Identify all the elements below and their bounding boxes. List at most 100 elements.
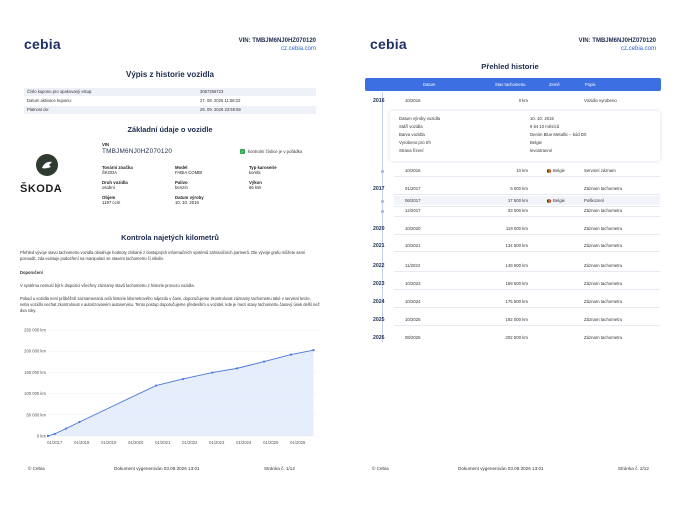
field-power-value: 66 kW bbox=[249, 185, 262, 191]
field-prod-date-value: 10. 10. 2016 bbox=[175, 200, 199, 206]
history-year: 2024 bbox=[373, 298, 385, 305]
history-table-header: Datum Stav tachometru Země Popis bbox=[365, 78, 661, 91]
history-description: Záznam tachometru bbox=[584, 263, 623, 268]
vin-header-text: VIN: TMBJM6NJ0HZ070120 bbox=[238, 38, 316, 44]
footer-generated: Dokument vygenerován 03.09.2026 13:01 bbox=[458, 466, 544, 471]
detail-label: Strana řízení bbox=[399, 148, 424, 153]
field-volume-value: 1197 ccm bbox=[102, 200, 121, 206]
footer-page-number: Stránka č. 2/12 bbox=[618, 466, 649, 471]
recommend-text-2: Pokud u vozidla není průběžně zaznamenan… bbox=[20, 296, 320, 313]
vin-value: TMBJM6NJ0HZ070120 bbox=[102, 148, 173, 155]
vin-check: ✓ kontrolní číslice je v pořádku bbox=[240, 149, 302, 154]
detail-value: Denim Blue Metallic – kód D0 bbox=[530, 132, 587, 137]
report-page-2: cebia VIN: TMBJM6NJ0HZ070120 cz.cebia.co… bbox=[340, 0, 680, 510]
history-date: 11/2022 bbox=[405, 263, 421, 268]
history-date: 10/2021 bbox=[405, 243, 421, 248]
activation-value: 27. 08. 2026 11:58:22 bbox=[200, 98, 241, 103]
row-separator bbox=[394, 216, 660, 217]
data-point bbox=[78, 420, 81, 424]
timeline-dot bbox=[380, 199, 384, 203]
odometer-title: Kontrola najetých kilometrů bbox=[121, 233, 219, 242]
odometer-chart: 0 km 50 000 km 100 000 km 150 000 km 200 000… bbox=[24, 328, 318, 445]
y-tick-label: 200 000 km bbox=[24, 349, 46, 354]
field-power-label: Výkon bbox=[249, 180, 262, 185]
x-tick-label: 01/2018 bbox=[74, 440, 90, 445]
x-tick-label: 01/2023 bbox=[209, 440, 225, 445]
history-year: 2017 bbox=[373, 185, 385, 192]
field-model-value: FABIA COMBI bbox=[175, 170, 203, 176]
x-tick-label: 01/2026 bbox=[290, 440, 306, 445]
history-year: 2020 bbox=[373, 225, 385, 232]
history-odometer: 202 500 km bbox=[505, 335, 528, 340]
area-fill bbox=[48, 350, 314, 436]
history-odometer: 17 500 km bbox=[507, 198, 528, 203]
detail-label: Stáří vozidla bbox=[399, 124, 423, 129]
history-odometer: 5 000 km bbox=[510, 186, 528, 191]
row-separator bbox=[394, 176, 660, 177]
recommend-label: Doporučení bbox=[20, 270, 43, 275]
x-tick-label: 01/2019 bbox=[101, 440, 117, 445]
history-year: 2021 bbox=[373, 242, 385, 249]
coupon-row: Číslo kuponu pro opakovaný vstup: 306725… bbox=[24, 88, 316, 96]
history-odometer: 159 500 km bbox=[505, 281, 528, 286]
cebia-url-link[interactable]: cz.cebia.com bbox=[620, 46, 656, 52]
y-tick-label: 50 000 km bbox=[26, 412, 46, 417]
history-year: 2026 bbox=[373, 334, 385, 341]
field-volume: Objem 1197 ccm bbox=[102, 195, 120, 205]
field-prod-date: Datum výroby 10. 10. 2016 bbox=[175, 195, 204, 205]
history-date: 10/2020 bbox=[405, 226, 421, 231]
history-description: Záznam tachometru bbox=[584, 186, 623, 191]
detail-value: 9 let 10 měsíců bbox=[530, 124, 560, 129]
row-separator bbox=[394, 271, 660, 272]
history-country-text: Belgie bbox=[553, 168, 565, 173]
report-page-1: cebia VIN: TMBJM6NJ0HZ070120 cz.cebia.co… bbox=[20, 36, 320, 471]
row-separator bbox=[394, 194, 660, 195]
timeline-dot bbox=[380, 209, 384, 213]
history-description: Záznam tachometru bbox=[584, 317, 623, 322]
field-power: Výkon 66 kW bbox=[249, 180, 262, 190]
data-point bbox=[262, 360, 266, 363]
col-description: Popis bbox=[585, 82, 596, 87]
data-point bbox=[181, 377, 185, 381]
cebia-url-link[interactable]: cz.cebia.com bbox=[280, 46, 316, 52]
activation-row: Datum aktivace kuponu: 27. 08. 2026 11:5… bbox=[24, 97, 316, 105]
field-volume-label: Objem bbox=[102, 195, 116, 200]
footer-page-number: Stránka č. 1/12 bbox=[264, 466, 295, 471]
history-description: Servisní záznam bbox=[584, 168, 616, 173]
data-point bbox=[289, 353, 293, 356]
x-tick-label: 01/2022 bbox=[182, 440, 198, 445]
odometer-intro: Přehled vývoje stavu tachometru vozidla … bbox=[20, 250, 305, 261]
validity-value: 26. 09. 2026 23:59:59 bbox=[200, 107, 241, 112]
field-fuel-label: Palivo bbox=[175, 180, 188, 185]
data-point bbox=[154, 384, 158, 387]
row-separator bbox=[394, 289, 660, 290]
history-year: 2016 bbox=[373, 97, 385, 104]
field-kind-label: Druh vozidla bbox=[102, 180, 128, 185]
y-tick-label: 250 000 km bbox=[24, 328, 46, 333]
history-odometer: 10 km bbox=[516, 168, 528, 173]
data-point bbox=[235, 367, 239, 370]
row-separator bbox=[394, 307, 660, 308]
history-title: Přehled historie bbox=[481, 62, 539, 71]
belgium-flag-icon bbox=[547, 168, 551, 173]
field-kind-value: osobní bbox=[102, 185, 115, 191]
vin-block: VIN bbox=[102, 142, 109, 147]
history-year: 2023 bbox=[373, 280, 385, 287]
row-separator bbox=[394, 234, 660, 235]
history-odometer: 134 500 km bbox=[505, 243, 528, 248]
row-separator bbox=[394, 251, 660, 252]
footer-copyright: © Cebia bbox=[372, 466, 389, 471]
row-separator bbox=[394, 325, 660, 326]
history-year: 2022 bbox=[373, 262, 385, 269]
field-kind: Druh vozidla osobní bbox=[102, 180, 128, 190]
vin-header: VIN: TMBJM6NJ0HZ070120 cz.cebia.com bbox=[579, 37, 656, 53]
col-odometer: Stav tachometru bbox=[495, 82, 526, 87]
history-date: 10/2016 bbox=[405, 168, 421, 173]
detail-label: Barva vozidla bbox=[399, 132, 425, 137]
detail-value: levostranné bbox=[530, 148, 553, 153]
vin-header: VIN: TMBJM6NJ0HZ070120 cz.cebia.com bbox=[239, 37, 316, 53]
field-body-value: kombi bbox=[249, 170, 261, 176]
history-date: 10/2025 bbox=[405, 317, 421, 322]
field-make-value: ŠKODA bbox=[102, 170, 118, 176]
x-tick-label: 01/2021 bbox=[155, 440, 171, 445]
